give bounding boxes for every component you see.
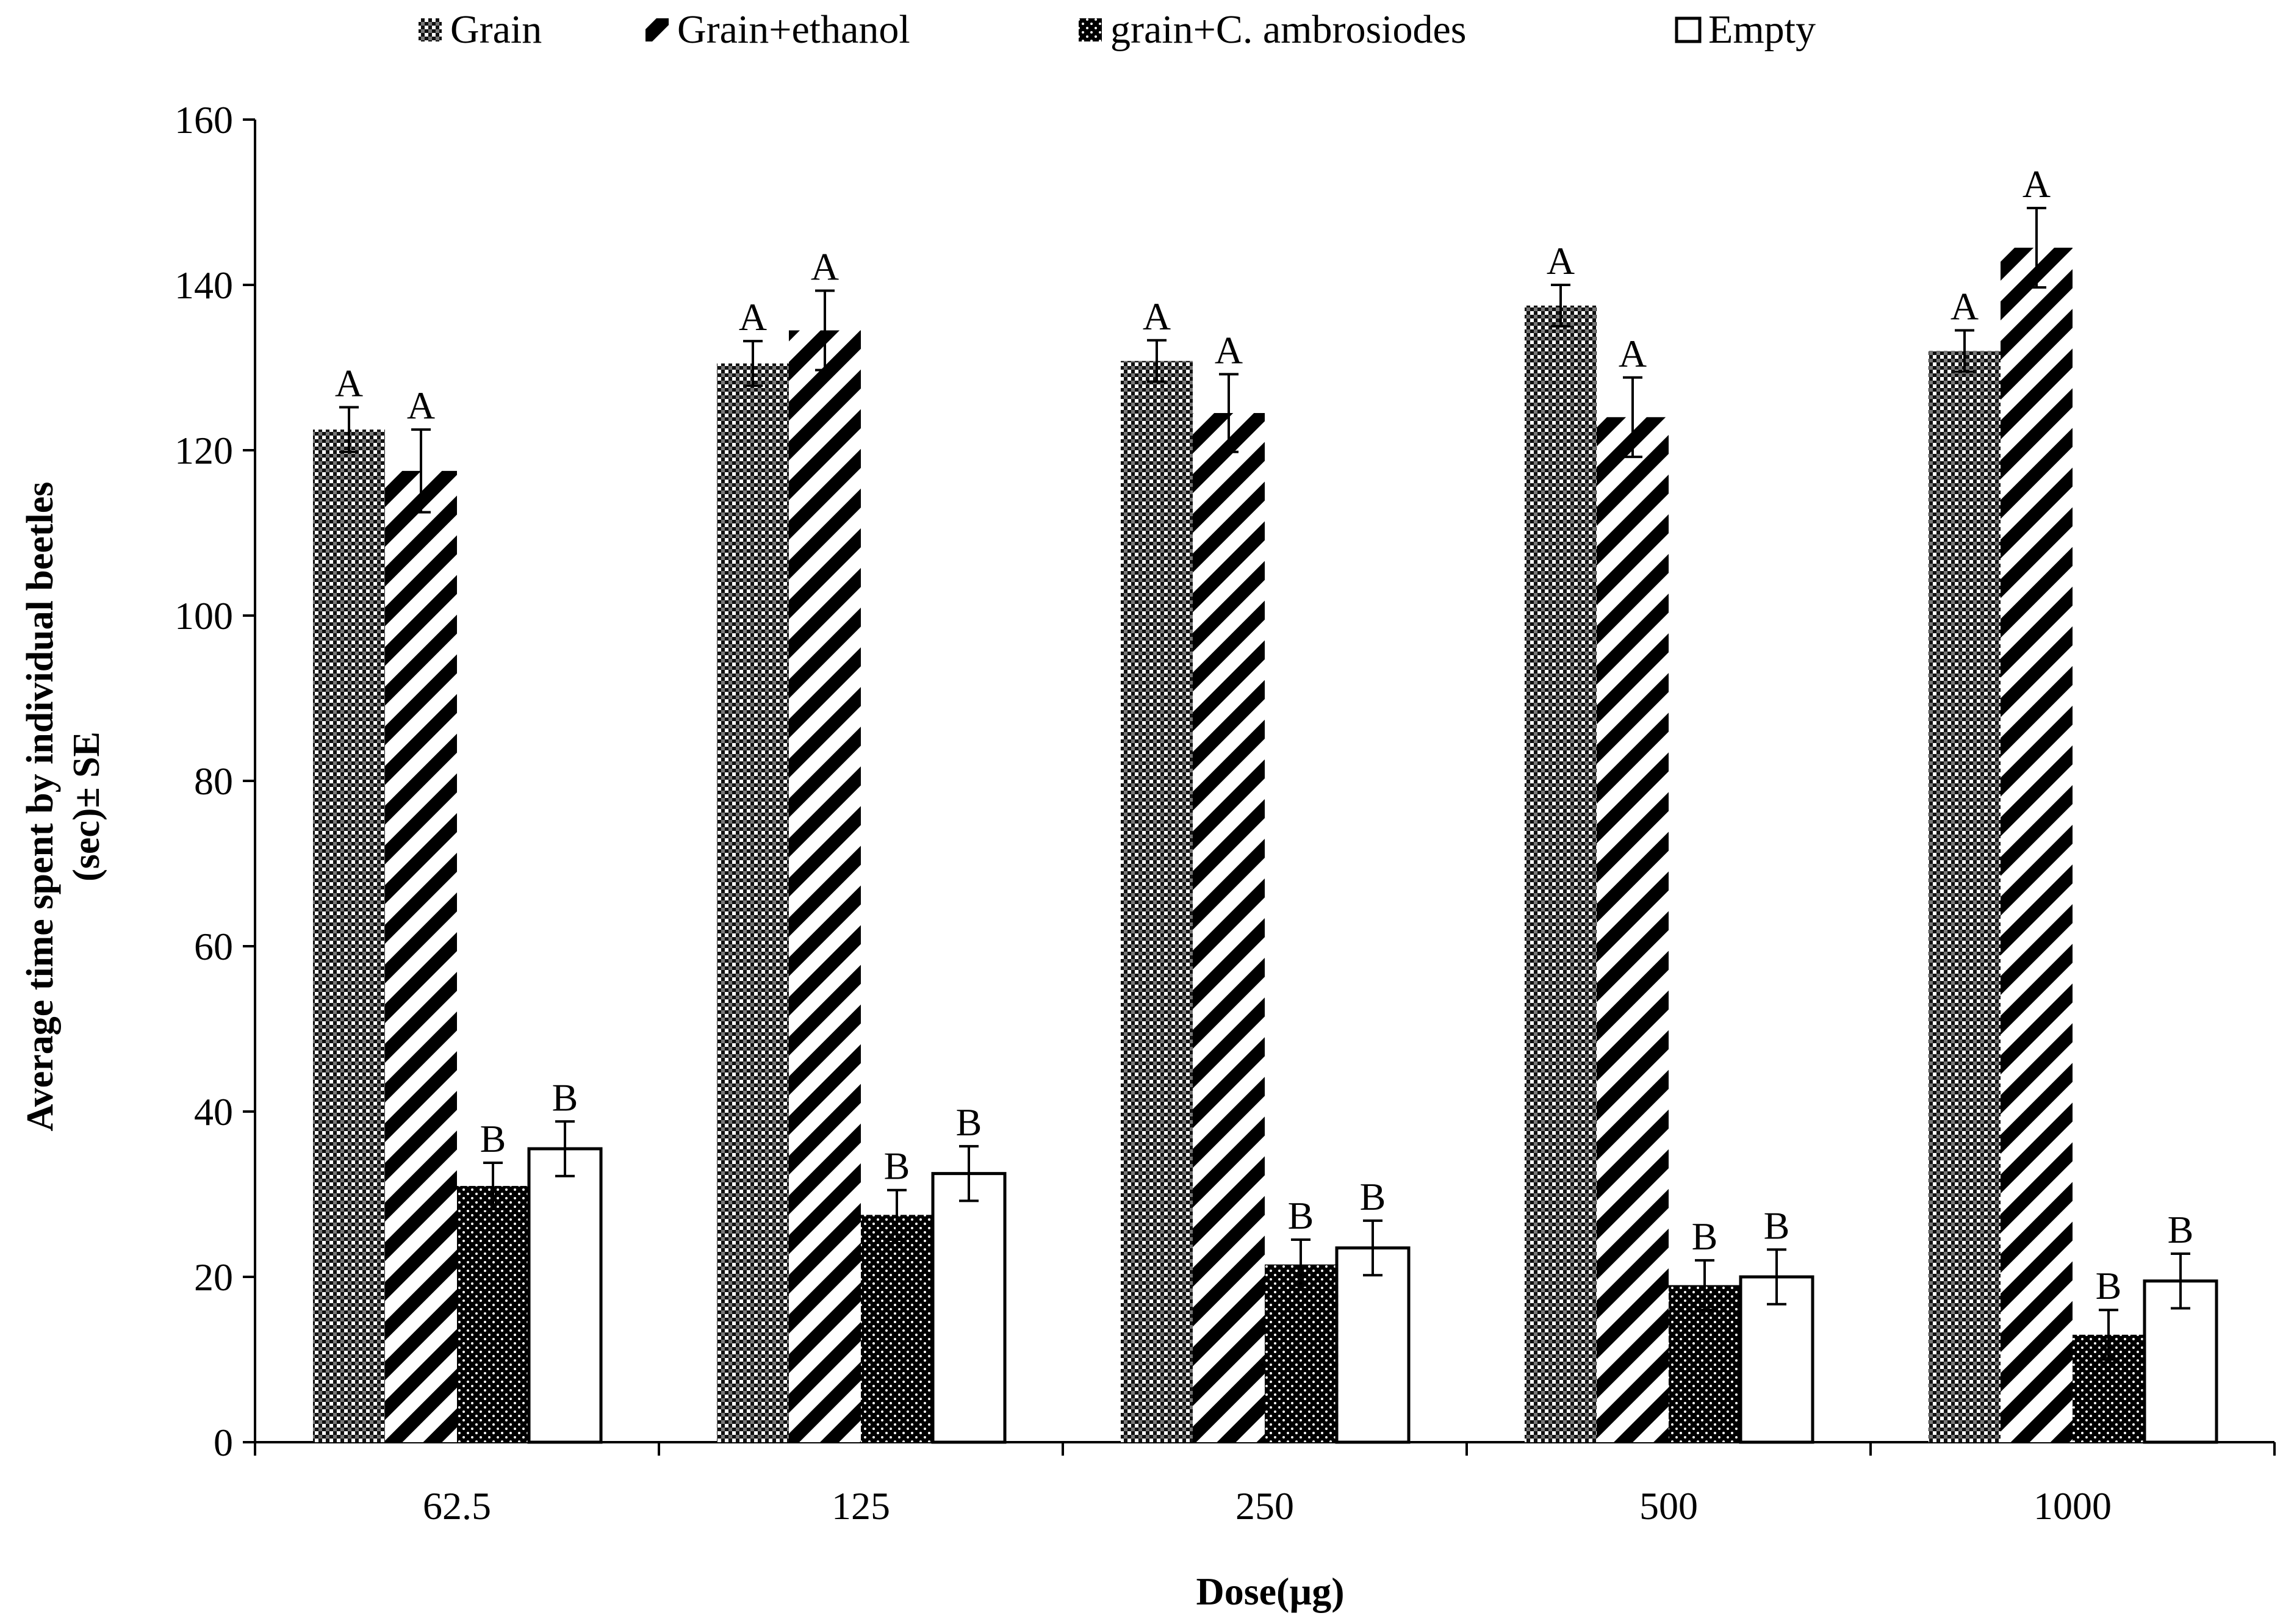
significance-label: A xyxy=(2023,162,2051,206)
legend-label: Grain xyxy=(450,7,542,52)
x-tick-label: 1000 xyxy=(2033,1484,2112,1528)
significance-label: B xyxy=(480,1117,506,1160)
bar-dotted-black-500 xyxy=(1669,1285,1741,1442)
legend-swatch-checker xyxy=(419,18,442,41)
x-axis-label: Dose(µg) xyxy=(1196,1570,1344,1613)
bar-diagonal-250 xyxy=(1193,413,1265,1442)
bar-checker-250 xyxy=(1121,361,1193,1443)
bar-checker-62.5 xyxy=(313,429,385,1442)
bar-diagonal-125 xyxy=(789,330,861,1442)
bar-dotted-black-250 xyxy=(1265,1264,1337,1442)
bar-dotted-black-125 xyxy=(861,1215,933,1442)
bar-checker-500 xyxy=(1525,305,1597,1442)
y-tick-label: 20 xyxy=(194,1256,233,1299)
bar-checker-1000 xyxy=(1929,351,2001,1442)
y-tick-label: 40 xyxy=(194,1090,233,1134)
x-tick-label: 250 xyxy=(1235,1484,1294,1528)
y-axis: 0 20 40 60 80 100 120 140 160 xyxy=(174,98,256,1464)
bar-diagonal-500 xyxy=(1597,417,1669,1442)
bars: A A A A A A A A A A B B B B B B B B B B xyxy=(313,162,2218,1444)
bar-dotted-black-62.5 xyxy=(457,1185,529,1442)
significance-label: A xyxy=(1951,285,1979,328)
significance-label: A xyxy=(739,295,767,339)
bar-white-250 xyxy=(1335,1246,1411,1444)
y-tick-label: 140 xyxy=(174,264,233,307)
x-axis: 62.5 125 250 500 1000 xyxy=(254,1441,2276,1528)
significance-label: A xyxy=(1547,239,1575,282)
legend-label: grain+C. ambrosiodes xyxy=(1110,7,1466,52)
y-tick-label: 0 xyxy=(214,1421,233,1464)
x-tick-label: 62.5 xyxy=(423,1484,491,1528)
legend-swatch-white xyxy=(1675,16,1702,43)
significance-label: B xyxy=(1764,1204,1790,1247)
significance-label: A xyxy=(811,245,839,288)
y-tick-label: 160 xyxy=(174,98,233,142)
bar-diagonal-1000 xyxy=(2001,248,2073,1442)
significance-label: B xyxy=(1360,1175,1386,1218)
significance-label: B xyxy=(1692,1215,1718,1258)
significance-label: B xyxy=(884,1144,910,1188)
significance-label: A xyxy=(1619,332,1647,375)
legend: Grain Grain+ethanol grain+C. ambrosiodes Em… xyxy=(419,7,1816,52)
y-tick-label: 120 xyxy=(174,429,233,472)
significance-label: B xyxy=(2168,1208,2194,1251)
significance-label: A xyxy=(407,384,435,427)
significance-label: B xyxy=(2096,1264,2122,1307)
y-axis-label-line1: Average time spent by individual beetles xyxy=(20,482,61,1132)
bar-diagonal-62.5 xyxy=(385,470,457,1442)
significance-label: A xyxy=(335,362,363,405)
bar-white-1000 xyxy=(2143,1279,2218,1444)
bar-white-125 xyxy=(931,1172,1007,1444)
significance-label: B xyxy=(552,1076,578,1119)
legend-label: Empty xyxy=(1708,7,1816,52)
y-axis-label-line2: (sec)± SE xyxy=(66,731,107,882)
legend-swatch-diagonal xyxy=(645,18,669,41)
bar-checker-125 xyxy=(717,363,789,1442)
x-tick-label: 125 xyxy=(832,1484,890,1528)
significance-label: A xyxy=(1143,295,1171,338)
x-tick-label: 500 xyxy=(1639,1484,1698,1528)
y-tick-label: 100 xyxy=(174,594,233,638)
legend-label: Grain+ethanol xyxy=(677,7,910,52)
bar-white-62.5 xyxy=(527,1147,603,1444)
significance-label: B xyxy=(1288,1194,1314,1237)
significance-label: A xyxy=(1215,328,1243,372)
significance-label: B xyxy=(956,1101,982,1144)
y-tick-label: 80 xyxy=(194,760,233,803)
legend-swatch-dotted-black xyxy=(1079,18,1102,41)
y-tick-label: 60 xyxy=(194,925,233,968)
